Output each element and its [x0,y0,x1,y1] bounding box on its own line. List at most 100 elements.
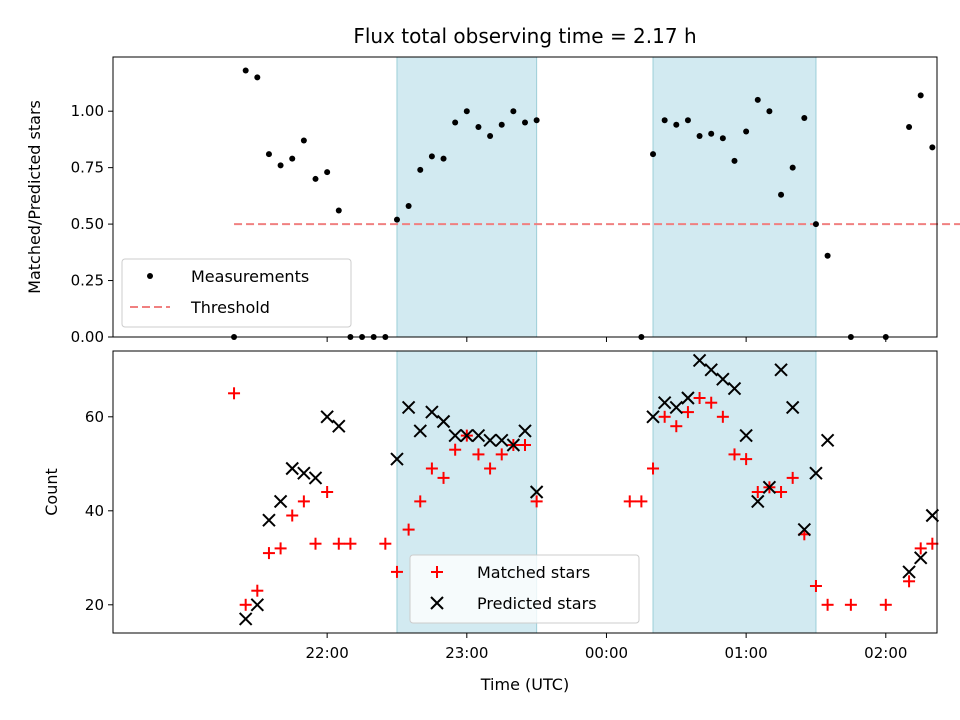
measurement-point [929,144,936,151]
measurement-point [242,67,249,74]
measurement-point [475,124,482,130]
predicted-star-point [785,400,800,415]
predicted-star-point [250,598,265,612]
measurement-point [684,117,691,124]
measurement-point [719,135,726,142]
predicted-star-point [460,428,474,443]
matched-star-point [286,509,299,522]
measurement-point [335,207,342,214]
matched-star-point [309,537,322,550]
measurement-point [812,221,819,228]
measurement-point [452,119,459,126]
predicted-star-point [797,522,812,537]
matched-star-point [472,448,485,461]
predicted-star-point [436,414,451,429]
predicted-star-point [809,466,823,480]
chart-title: Flux total observing time = 2.17 h [353,24,696,48]
measurement-point [708,130,715,137]
predicted-star-point [913,551,928,565]
predicted-star-point [669,400,684,415]
predicted-star-point [448,428,462,443]
predicted-star-point [495,433,509,448]
x-tick-label: 02:00 [864,644,907,662]
predicted-star-point [762,480,777,495]
predicted-star-point [308,471,323,485]
matched-star-point [251,584,264,597]
top-panel: 0.00 0.25 0.50 0.75 1.00 Matched/Predicted s… [25,56,960,346]
x-axis-label: Time (UTC) [480,675,569,694]
matched-star-point [658,410,671,423]
bottom-legend-box [409,554,640,624]
matched-star-point [809,580,822,592]
predicted-star-point [332,419,346,433]
matched-star-point [321,486,334,498]
bottom-y-tick-label: 20 [85,596,104,614]
top-y-tick-label: 0.75 [71,159,104,177]
predicted-star-point [902,565,916,579]
predicted-star-point [727,381,742,396]
measurement-point [498,121,505,128]
top-legend-box [121,258,352,328]
matched-star-point [379,537,392,550]
measurement-point [440,155,447,162]
matched-star-point [716,410,729,423]
measurement-point [824,252,831,259]
measurement-point [312,175,319,182]
measurement-point [405,203,412,210]
predicted-star-point [285,461,299,476]
matched-star-point [926,537,939,550]
measurement-point [463,108,470,115]
predicted-star-point [646,410,660,424]
matched-star-point [519,439,531,451]
predicted-star-point [692,353,707,368]
measurement-point [743,128,750,135]
legend-label-measurements: Measurements [191,267,309,286]
matched-star-point [530,495,543,508]
bottom-shaded-span-2 [652,350,817,634]
matched-star-point [390,565,403,578]
x-tick-label: 00:00 [585,644,628,662]
matched-star-point [821,598,834,611]
matched-star-point [402,523,415,536]
matched-star-point [332,537,345,550]
predicted-star-point [471,428,486,443]
matched-star-point [449,443,462,456]
matched-star-point [484,462,497,475]
matched-star-point [728,448,741,461]
measurement-point [778,191,785,198]
measurement-point [754,96,761,103]
matched-star-point [786,471,799,484]
measurement-point [393,216,400,223]
measurement-point [487,133,494,140]
measurement-point [917,92,924,99]
measurement-point [533,117,540,124]
matched-star-point [635,495,648,508]
predicted-star-point [925,508,940,523]
bottom-y-axis-label: Count [42,468,61,516]
bottom-y-tick-label: 40 [85,502,104,520]
measurement-point [673,121,680,128]
predicted-star-point [320,410,334,424]
matched-star-point [693,392,706,404]
bottom-y-tick-label: 60 [85,408,104,426]
measurement-point [650,151,657,158]
matched-star-point [751,486,764,498]
matched-star-point [228,387,241,400]
matched-star-point [647,462,660,475]
measurement-point [906,124,913,130]
top-y-tick-label: 0.25 [71,272,104,290]
measurement-point [417,166,424,173]
top-legend: Measurements Threshold [121,258,352,328]
predicted-star-point [273,494,288,509]
x-tick-label: 23:00 [445,644,488,662]
bottom-legend: Matched stars Predicted stars [409,554,640,624]
matched-star-point [740,453,753,466]
x-tick-label: 22:00 [306,644,349,662]
top-shaded-span-2 [652,56,817,338]
measurement-point [254,74,261,81]
matched-star-point [425,462,438,475]
predicted-star-point [529,485,544,499]
matched-star-point [437,471,450,484]
legend-marker-predicted-stars [430,596,444,610]
